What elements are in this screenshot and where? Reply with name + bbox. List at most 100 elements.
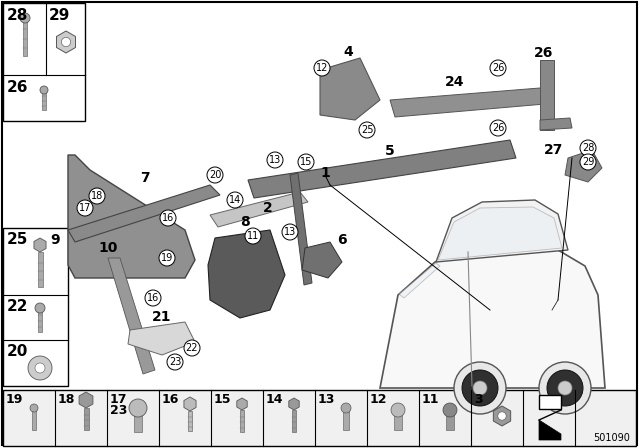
Circle shape bbox=[473, 381, 487, 395]
Polygon shape bbox=[248, 140, 516, 198]
Text: 18: 18 bbox=[58, 393, 76, 406]
Circle shape bbox=[462, 370, 498, 406]
Text: 22: 22 bbox=[186, 343, 198, 353]
Circle shape bbox=[129, 399, 147, 417]
Text: 23: 23 bbox=[169, 357, 181, 367]
Polygon shape bbox=[390, 88, 545, 117]
Text: 16: 16 bbox=[162, 393, 179, 406]
Text: 11: 11 bbox=[422, 393, 440, 406]
Circle shape bbox=[40, 86, 48, 94]
Polygon shape bbox=[237, 398, 247, 410]
Text: 2: 2 bbox=[263, 201, 273, 215]
Polygon shape bbox=[438, 207, 562, 260]
Text: 4: 4 bbox=[343, 45, 353, 59]
Circle shape bbox=[28, 356, 52, 380]
Text: 28: 28 bbox=[582, 143, 594, 153]
Text: 29: 29 bbox=[582, 157, 594, 167]
Text: 13: 13 bbox=[269, 155, 281, 165]
Polygon shape bbox=[289, 398, 299, 410]
Polygon shape bbox=[208, 230, 285, 318]
Polygon shape bbox=[184, 397, 196, 411]
Circle shape bbox=[580, 140, 596, 156]
Circle shape bbox=[490, 120, 506, 136]
Circle shape bbox=[77, 200, 93, 216]
Text: 25: 25 bbox=[361, 125, 373, 135]
Circle shape bbox=[454, 362, 506, 414]
Circle shape bbox=[227, 192, 243, 208]
Text: 14: 14 bbox=[266, 393, 284, 406]
Text: 26: 26 bbox=[534, 46, 554, 60]
Polygon shape bbox=[380, 244, 605, 388]
Text: 10: 10 bbox=[99, 241, 118, 255]
Text: 20: 20 bbox=[209, 170, 221, 180]
Polygon shape bbox=[539, 420, 561, 440]
Polygon shape bbox=[128, 322, 195, 355]
Bar bbox=[446, 410, 454, 430]
Bar bbox=[3, 390, 636, 446]
Text: 12: 12 bbox=[316, 63, 328, 73]
Text: 15: 15 bbox=[300, 157, 312, 167]
Text: 6: 6 bbox=[337, 233, 347, 247]
Text: 26: 26 bbox=[7, 80, 29, 95]
Circle shape bbox=[245, 228, 261, 244]
Polygon shape bbox=[34, 238, 46, 252]
Bar bbox=[83, 408, 88, 430]
Text: 18: 18 bbox=[91, 191, 103, 201]
Bar bbox=[539, 395, 561, 409]
Text: 26: 26 bbox=[492, 63, 504, 73]
Polygon shape bbox=[56, 31, 76, 53]
Polygon shape bbox=[108, 258, 155, 374]
Circle shape bbox=[35, 303, 45, 313]
Bar bbox=[343, 408, 349, 430]
Circle shape bbox=[298, 154, 314, 170]
Bar bbox=[42, 90, 45, 110]
Circle shape bbox=[341, 403, 351, 413]
Circle shape bbox=[558, 381, 572, 395]
Circle shape bbox=[207, 167, 223, 183]
Polygon shape bbox=[540, 118, 572, 130]
Polygon shape bbox=[68, 185, 220, 242]
Text: 15: 15 bbox=[214, 393, 232, 406]
Text: 8: 8 bbox=[240, 215, 250, 229]
Text: 13: 13 bbox=[284, 227, 296, 237]
Text: 28: 28 bbox=[7, 8, 28, 23]
Text: 5: 5 bbox=[385, 144, 395, 158]
Circle shape bbox=[160, 210, 176, 226]
Text: 7: 7 bbox=[140, 171, 150, 185]
Polygon shape bbox=[290, 173, 312, 285]
Text: 27: 27 bbox=[544, 143, 564, 157]
Circle shape bbox=[314, 60, 330, 76]
Circle shape bbox=[145, 290, 161, 306]
Bar bbox=[3, 3, 85, 121]
Polygon shape bbox=[320, 58, 380, 120]
Polygon shape bbox=[210, 192, 308, 227]
Bar bbox=[134, 408, 142, 432]
Text: 29: 29 bbox=[49, 8, 70, 23]
Circle shape bbox=[35, 363, 45, 373]
Polygon shape bbox=[540, 60, 554, 130]
Circle shape bbox=[89, 188, 105, 204]
Circle shape bbox=[159, 250, 175, 266]
Text: 11: 11 bbox=[247, 231, 259, 241]
Text: 501090: 501090 bbox=[593, 433, 630, 443]
Circle shape bbox=[282, 224, 298, 240]
Text: 16: 16 bbox=[162, 213, 174, 223]
Text: 26: 26 bbox=[492, 123, 504, 133]
Bar bbox=[3, 228, 68, 386]
Bar bbox=[394, 410, 402, 430]
Circle shape bbox=[61, 37, 70, 47]
Polygon shape bbox=[493, 406, 511, 426]
Bar bbox=[292, 410, 296, 432]
Text: 16: 16 bbox=[147, 293, 159, 303]
Text: 19: 19 bbox=[6, 393, 24, 406]
Polygon shape bbox=[302, 242, 342, 278]
Text: 22: 22 bbox=[7, 299, 29, 314]
Circle shape bbox=[391, 403, 405, 417]
Polygon shape bbox=[79, 392, 93, 408]
Circle shape bbox=[20, 13, 30, 23]
Text: 17: 17 bbox=[110, 393, 127, 406]
Text: 12: 12 bbox=[370, 393, 387, 406]
Circle shape bbox=[580, 154, 596, 170]
Text: 20: 20 bbox=[7, 344, 28, 359]
Text: 23: 23 bbox=[110, 404, 127, 417]
